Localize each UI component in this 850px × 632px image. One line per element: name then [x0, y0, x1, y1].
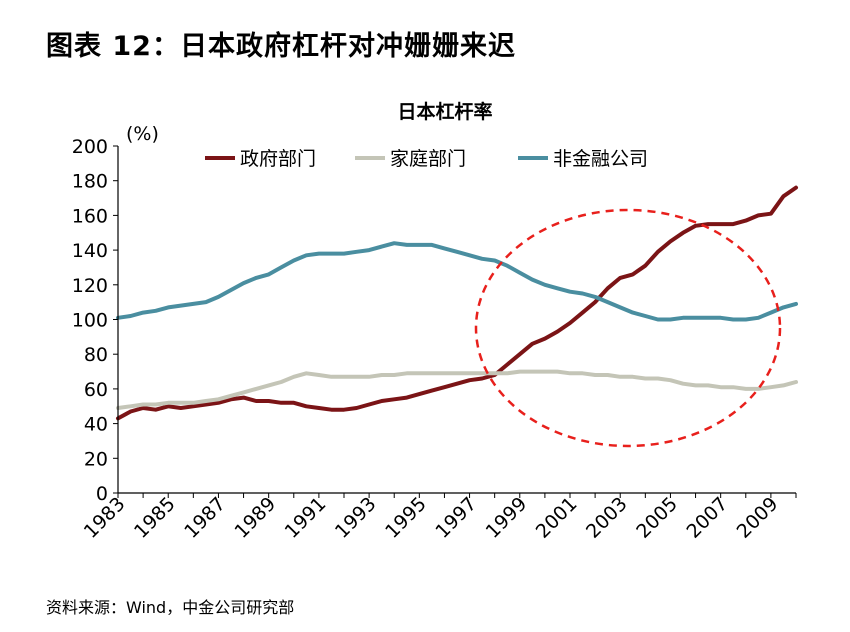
y-tick-label: 200: [72, 136, 108, 158]
y-axis-unit-label: (%): [126, 123, 159, 145]
y-tick-label: 20: [84, 448, 108, 470]
chart-legend: 政府部门 家庭部门 非金融公司: [205, 148, 648, 170]
x-tick-label: 1997: [431, 493, 481, 543]
x-tick-label: 1991: [281, 493, 331, 543]
y-tick-label: 140: [72, 240, 108, 262]
figure-title: 图表 12：日本政府杠杆对冲姗姗来迟: [46, 31, 516, 62]
series-line-0: [116, 185, 798, 421]
y-tick-label: 100: [72, 310, 108, 332]
y-tick-label: 0: [96, 483, 108, 505]
legend-label-0: 政府部门: [240, 148, 316, 170]
source-note: 资料来源：Wind，中金公司研究部: [46, 598, 295, 617]
x-tick-label: 2009: [733, 493, 783, 543]
x-tick-label: 1987: [180, 493, 230, 543]
series-line-1: [116, 369, 798, 410]
x-tick-label: 1989: [230, 493, 280, 543]
series-line-2: [116, 241, 798, 322]
x-tick-label: 1993: [331, 493, 381, 543]
y-tick-label: 40: [84, 414, 108, 436]
y-tick-label: 180: [72, 171, 108, 193]
y-tick-label: 120: [72, 275, 108, 297]
x-tick-label: 1995: [381, 493, 431, 543]
series-layer: [116, 185, 798, 421]
y-tick-label: 80: [84, 344, 108, 366]
highlight-circle-annotation: [474, 208, 782, 448]
x-tick-label: 2003: [582, 493, 632, 543]
x-tick-label: 2005: [632, 493, 682, 543]
x-tick-label: 1985: [130, 493, 180, 543]
legend-label-1: 家庭部门: [390, 148, 466, 170]
x-tick-label: 2001: [532, 493, 582, 543]
x-tick-label: 2007: [682, 493, 732, 543]
y-tick-label: 160: [72, 205, 108, 227]
chart-title: 日本杠杆率: [397, 100, 492, 123]
x-tick-label: 1999: [482, 493, 532, 543]
y-tick-label: 60: [84, 379, 108, 401]
legend-label-2: 非金融公司: [553, 148, 648, 170]
leverage-line-chart: 日本杠杆率 (%) 政府部门 家庭部门 非金融公司 0 20 40 60 80 100 120 1…: [72, 100, 798, 543]
